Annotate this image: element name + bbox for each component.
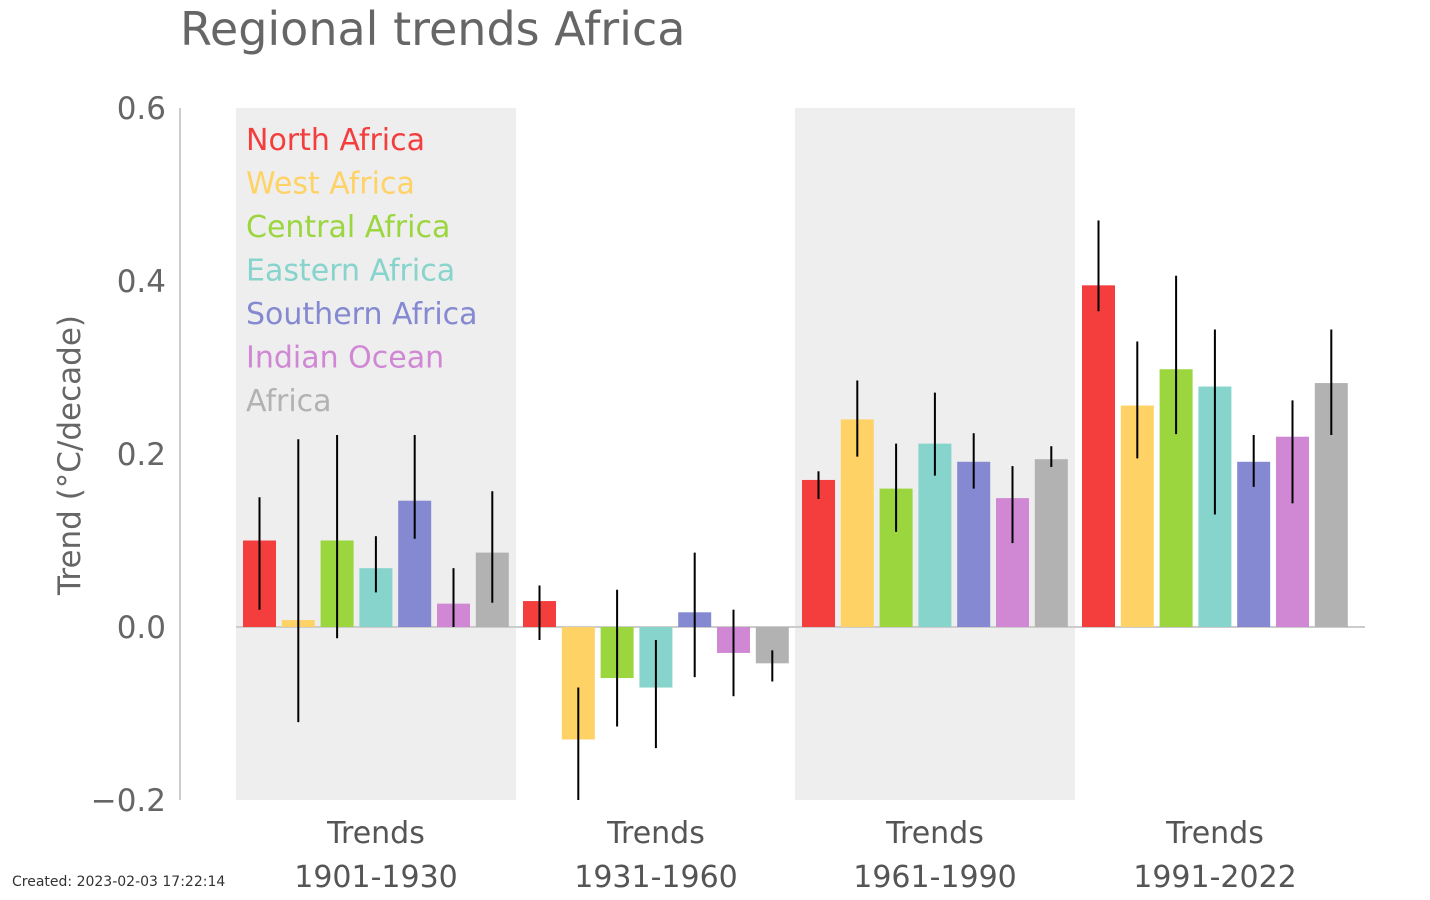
y-tick-label: 0.2 (117, 437, 166, 473)
y-axis: −0.2 0.0 0.2 0.4 0.6 (91, 91, 181, 819)
bar (1082, 285, 1115, 627)
group-label-line2: 1991-2022 (1133, 860, 1297, 895)
bar (802, 479, 835, 627)
y-tick-label: 0.0 (117, 610, 166, 646)
legend: North Africa West Africa Central Africa Eas… (246, 123, 478, 419)
x-group-labels: Trends 1901-1930 Trends 1931-1960 Trends 1961… (294, 816, 1297, 895)
legend-entry: West Africa (246, 167, 415, 202)
legend-entry: Central Africa (246, 210, 450, 245)
legend-entry: Southern Africa (246, 297, 478, 332)
bar (1237, 461, 1271, 627)
group-label-line2: 1961-1990 (853, 860, 1017, 895)
group-label-line1: Trends (326, 816, 425, 851)
group-label-line1: Trends (885, 816, 984, 851)
shaded-period-1901-1930 (236, 108, 516, 800)
bar (1034, 459, 1068, 627)
chart-title: Regional trends Africa (180, 2, 685, 56)
group-label-line1: Trends (606, 816, 705, 851)
group-label-line2: 1931-1960 (574, 860, 738, 895)
y-tick-label: 0.4 (117, 264, 166, 300)
y-axis-label: Trend (°C/decade) (52, 315, 88, 596)
bar (957, 461, 991, 627)
y-tick-label: 0.6 (117, 91, 166, 127)
legend-entry: Indian Ocean (246, 341, 444, 376)
group-label-line2: 1901-1930 (294, 860, 458, 895)
legend-entry: Eastern Africa (246, 254, 455, 289)
error-bar-layer (258, 220, 1333, 800)
legend-entry: North Africa (246, 123, 425, 158)
y-tick-label: −0.2 (91, 783, 166, 819)
legend-entry: Africa (246, 384, 332, 419)
group-label-line1: Trends (1165, 816, 1264, 851)
created-timestamp: Created: 2023-02-03 17:22:14 (12, 874, 226, 890)
